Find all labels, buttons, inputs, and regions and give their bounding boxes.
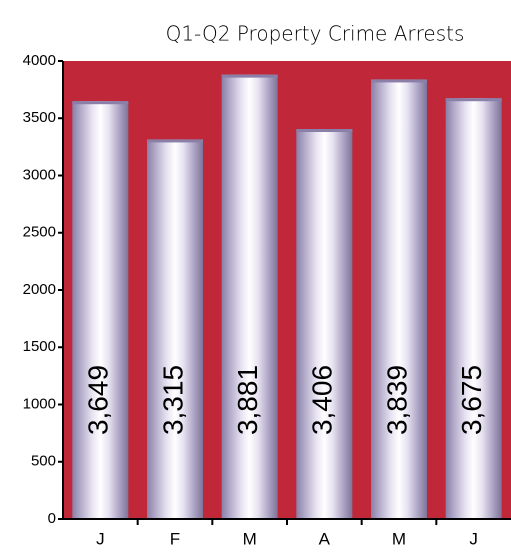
x-tick-label: J [96,529,105,548]
y-tick-label: 1500 [23,338,56,355]
plot-background [63,61,511,519]
bar [147,139,203,519]
bar-top [221,74,278,78]
value-label: 3,315 [157,365,188,435]
x-tick-label: M [243,529,257,548]
bar-top [371,79,427,83]
x-tick-label: F [170,529,180,548]
x-tick-label: A [319,529,331,548]
x-tick-label: M [392,529,406,548]
bar [371,79,427,519]
bar [221,74,278,520]
value-label: 3,675 [456,365,487,435]
y-tick-label: 4000 [23,52,56,69]
bar-top [296,129,353,133]
y-tick-label: 1000 [23,395,56,412]
x-tick-label: J [469,529,478,548]
y-tick-label: 2000 [23,281,56,298]
y-tick-label: 500 [31,453,56,470]
y-tick-label: 2500 [23,224,56,241]
value-label: 3,881 [232,365,263,435]
bar [296,129,353,519]
value-label: 3,406 [307,365,338,435]
y-tick-label: 3500 [23,109,56,126]
value-label: 3,649 [83,365,114,435]
chart-title: Q1-Q2 Property Crime Arrests [166,22,465,46]
bar-top [72,101,129,105]
y-tick-label: 0 [48,510,56,527]
y-tick-label: 3000 [23,166,56,183]
bar-top [445,98,502,102]
bar-top [147,139,203,143]
value-label: 3,839 [381,365,412,435]
bar [72,101,129,519]
bar [445,98,502,520]
